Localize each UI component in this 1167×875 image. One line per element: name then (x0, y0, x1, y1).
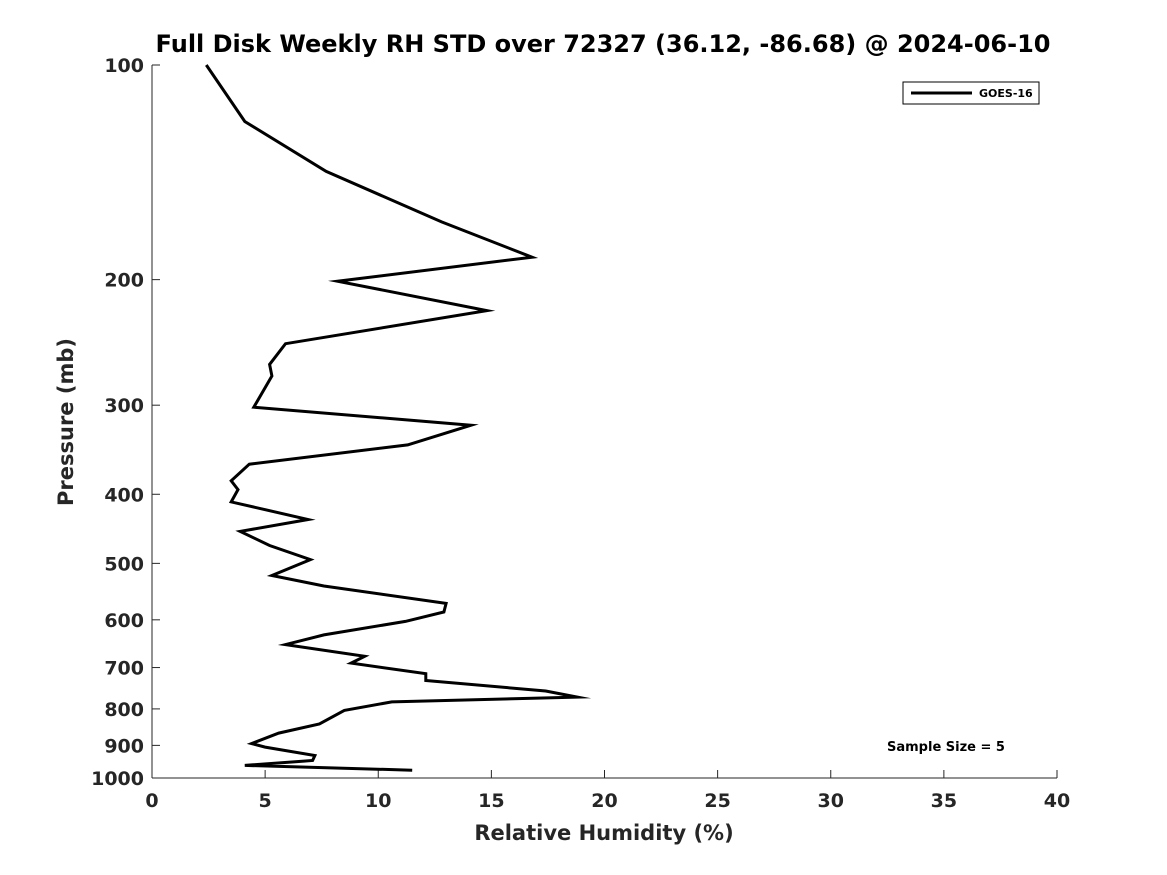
legend-entry-goes-16: GOES-16 (979, 87, 1033, 100)
x-tick-label: 30 (818, 790, 844, 812)
x-tick-label: 10 (365, 790, 391, 812)
axes: 0 5 10 15 20 25 30 35 40 100 200 300 400 500 600 700 800… (91, 55, 1070, 812)
legend: GOES-16 (902, 81, 1040, 105)
y-tick-label: 200 (104, 270, 144, 292)
y-tick-label: 500 (104, 553, 144, 575)
y-tick-label: 900 (104, 735, 144, 757)
series-line-goes-16 (205, 64, 592, 772)
x-tick-label: 0 (145, 790, 158, 812)
y-tick-label: 700 (104, 658, 144, 680)
series-layer (205, 64, 592, 772)
y-tick-label: 400 (104, 484, 144, 506)
x-tick-label: 15 (478, 790, 504, 812)
y-axis-label: Pressure (mb) (54, 338, 78, 506)
x-tick-label: 20 (591, 790, 617, 812)
plot-area (152, 65, 1057, 778)
x-tick-label: 25 (704, 790, 730, 812)
x-tick-label: 5 (259, 790, 272, 812)
y-tick-label: 300 (104, 395, 144, 417)
y-tick-label: 100 (104, 55, 144, 77)
x-axis-label: Relative Humidity (%) (474, 821, 733, 845)
y-tick-label: 800 (104, 699, 144, 721)
chart-title: Full Disk Weekly RH STD over 72327 (36.1… (156, 30, 1051, 58)
x-tick-label: 35 (931, 790, 957, 812)
y-tick-label: 600 (104, 610, 144, 632)
x-tick-label: 40 (1044, 790, 1070, 812)
y-tick-label: 1000 (91, 768, 144, 790)
sample-size-annotation: Sample Size = 5 (887, 740, 1005, 755)
